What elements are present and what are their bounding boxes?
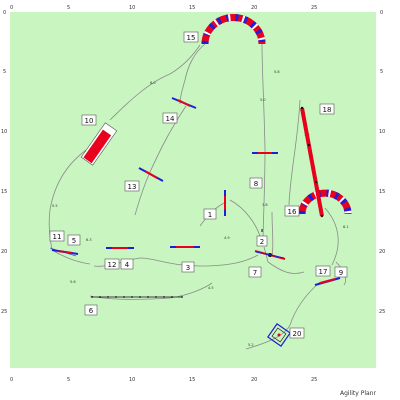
svg-text:20: 20 bbox=[293, 330, 302, 338]
footer-brand: Agility Planr bbox=[340, 390, 376, 397]
number-box-10: 10 bbox=[81, 114, 97, 126]
svg-text:6: 6 bbox=[89, 307, 94, 315]
bottom-axis: 0 5 10 15 20 25 bbox=[10, 377, 317, 383]
svg-text:11: 11 bbox=[53, 233, 62, 241]
x-tick-bottom: 15 bbox=[189, 377, 195, 383]
svg-text:12: 12 bbox=[108, 261, 117, 269]
y-tick-left: 10 bbox=[1, 129, 7, 135]
number-box-8: 8 bbox=[249, 177, 263, 189]
x-tick-top: 5 bbox=[67, 5, 70, 11]
y-tick-left: 25 bbox=[1, 309, 7, 315]
y-tick-right: 20 bbox=[379, 249, 385, 255]
chute-19[interactable] bbox=[80, 122, 118, 166]
number-box-5: 5 bbox=[67, 234, 81, 246]
svg-text:10: 10 bbox=[85, 117, 94, 125]
svg-text:17: 17 bbox=[319, 268, 328, 276]
number-box-13: 13 bbox=[124, 180, 140, 192]
top-axis: 0 5 10 15 20 25 bbox=[10, 5, 317, 11]
number-box-17: 17 bbox=[315, 265, 331, 277]
y-tick-right: 15 bbox=[379, 189, 385, 195]
y-tick-left: 20 bbox=[1, 249, 7, 255]
number-box-1: 1 bbox=[203, 208, 217, 220]
jump-14[interactable] bbox=[171, 97, 197, 109]
distance-label: 6.0 bbox=[150, 81, 156, 85]
y-tick-left: 5 bbox=[3, 69, 6, 75]
svg-text:8: 8 bbox=[254, 180, 258, 188]
tunnel-16[interactable] bbox=[298, 189, 352, 215]
distance-label: 6.3 bbox=[86, 238, 92, 242]
svg-text:7: 7 bbox=[253, 269, 257, 277]
number-box-7: 7 bbox=[248, 266, 262, 278]
y-tick-left: 0 bbox=[3, 10, 6, 16]
x-tick-bottom: 20 bbox=[251, 377, 257, 383]
number-box-6: 6 bbox=[84, 304, 98, 316]
svg-text:16: 16 bbox=[288, 208, 297, 216]
distance-label: 3.8 bbox=[262, 203, 268, 207]
y-tick-left: 15 bbox=[1, 189, 7, 195]
jump-13[interactable] bbox=[138, 167, 164, 182]
svg-text:3: 3 bbox=[186, 264, 190, 272]
dogwalk-18[interactable] bbox=[300, 106, 324, 218]
x-tick-top: 10 bbox=[129, 5, 135, 11]
svg-text:9: 9 bbox=[339, 269, 343, 277]
number-box-2: 2 bbox=[256, 235, 268, 247]
jump-7[interactable] bbox=[255, 251, 285, 259]
jump-12[interactable] bbox=[49, 247, 77, 257]
jump-2[interactable] bbox=[258, 228, 264, 260]
number-box-4: 4 bbox=[120, 258, 134, 270]
left-axis: 0 5 10 15 20 25 bbox=[1, 10, 7, 315]
number-box-20: 20 bbox=[289, 327, 305, 339]
y-tick-right: 10 bbox=[379, 129, 385, 135]
number-box-9: 9 bbox=[334, 266, 348, 278]
distance-label: 6.1 bbox=[343, 225, 349, 229]
number-box-14: 14 bbox=[162, 112, 178, 124]
table-20[interactable] bbox=[267, 323, 291, 347]
distance-label: 5.8 bbox=[274, 70, 280, 74]
distance-label: 5.0 bbox=[260, 98, 266, 102]
dog-path bbox=[48, 43, 346, 350]
svg-text:5: 5 bbox=[72, 237, 76, 245]
weave-6[interactable] bbox=[91, 296, 183, 298]
svg-text:18: 18 bbox=[323, 106, 332, 114]
x-tick-top: 0 bbox=[10, 5, 13, 11]
jump-10[interactable] bbox=[314, 277, 341, 286]
svg-text:14: 14 bbox=[166, 115, 175, 123]
distance-label: 5.2 bbox=[248, 343, 254, 347]
y-tick-right: 5 bbox=[380, 69, 383, 75]
distance-label: 5.5 bbox=[52, 204, 58, 208]
x-tick-bottom: 5 bbox=[67, 377, 70, 383]
svg-text:13: 13 bbox=[128, 183, 137, 191]
svg-text:2: 2 bbox=[260, 238, 264, 246]
number-box-3: 3 bbox=[181, 261, 195, 273]
svg-text:1: 1 bbox=[208, 211, 212, 219]
number-box-18: 18 bbox=[319, 103, 335, 115]
field bbox=[10, 12, 376, 368]
x-tick-bottom: 25 bbox=[311, 377, 317, 383]
number-box-11: 11 bbox=[49, 230, 65, 242]
y-tick-right: 0 bbox=[380, 10, 383, 16]
distance-label: 4.9 bbox=[224, 236, 230, 240]
x-tick-top: 20 bbox=[251, 5, 257, 11]
x-tick-bottom: 0 bbox=[10, 377, 13, 383]
y-tick-right: 25 bbox=[379, 309, 385, 315]
number-box-12: 12 bbox=[104, 258, 120, 270]
x-tick-top: 15 bbox=[189, 5, 195, 11]
x-tick-top: 25 bbox=[311, 5, 317, 11]
svg-text:4: 4 bbox=[125, 261, 130, 269]
right-axis: 0 5 10 15 20 25 bbox=[379, 10, 385, 315]
svg-text:15: 15 bbox=[187, 34, 196, 42]
tunnel-15[interactable] bbox=[201, 14, 266, 45]
number-box-16: 16 bbox=[284, 205, 300, 217]
distance-label: 5.6 bbox=[70, 280, 76, 284]
distance-label: 4.5 bbox=[208, 286, 214, 290]
x-tick-bottom: 10 bbox=[129, 377, 135, 383]
number-box-15: 15 bbox=[183, 31, 199, 43]
